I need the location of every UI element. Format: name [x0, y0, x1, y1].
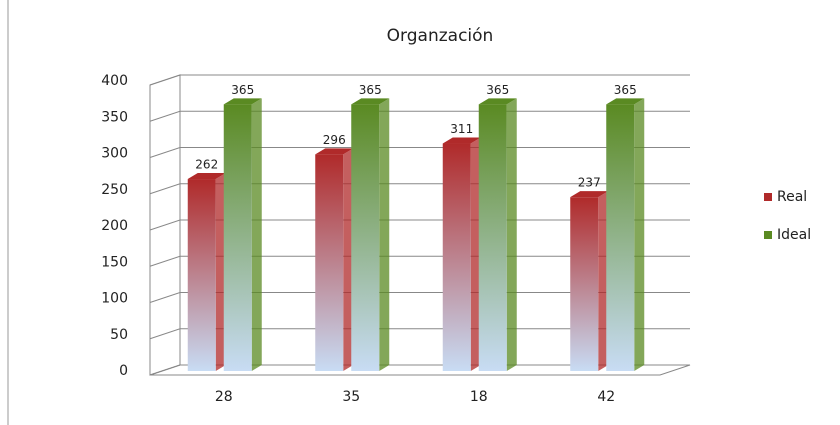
bar-side — [598, 191, 609, 371]
bar-side — [215, 173, 226, 371]
grid-line — [149, 255, 690, 267]
chart-title: Organzación — [387, 26, 494, 46]
data-label: 296 — [323, 133, 346, 147]
y-tick-label: 350 — [101, 109, 128, 125]
bar-top — [315, 148, 354, 155]
bar-top — [606, 98, 645, 105]
bar — [315, 154, 344, 371]
bar — [606, 104, 635, 371]
bar-side — [251, 98, 262, 371]
bar-top — [570, 191, 609, 198]
y-tick-label: 250 — [101, 182, 128, 198]
bar-top — [351, 98, 390, 105]
x-tick-label: 35 — [342, 389, 360, 405]
y-tick-label: 50 — [110, 327, 128, 343]
bar-side — [343, 148, 354, 371]
y-tick-label: 400 — [101, 73, 128, 89]
y-tick-label: 150 — [101, 254, 128, 270]
grid-line — [149, 110, 690, 122]
bar-top — [187, 173, 226, 180]
bar-side — [506, 98, 517, 371]
data-label: 365 — [231, 83, 254, 97]
bar-top — [442, 137, 481, 144]
data-label: 237 — [578, 176, 601, 190]
data-label: 262 — [195, 158, 218, 172]
bar — [351, 104, 380, 371]
bar — [223, 104, 252, 371]
bar-top — [223, 98, 262, 105]
data-label: 365 — [614, 83, 637, 97]
legend-swatch — [764, 231, 772, 239]
legend-label: Ideal — [777, 227, 811, 243]
legend-label: Real — [777, 189, 807, 205]
legend-swatch — [764, 193, 772, 201]
grid-line — [149, 183, 690, 195]
bar-side — [634, 98, 645, 371]
bar — [478, 104, 507, 371]
y-tick-label: 200 — [101, 218, 128, 234]
grid-line — [149, 364, 690, 376]
y-tick-label: 300 — [101, 146, 128, 162]
grid-line — [149, 328, 690, 340]
bar — [442, 143, 471, 371]
data-label: 311 — [450, 122, 473, 136]
data-label: 365 — [359, 83, 382, 97]
grid-line — [149, 219, 690, 231]
bar — [187, 179, 216, 371]
bar-side — [379, 98, 390, 371]
bar-side — [470, 137, 481, 371]
x-tick-label: 28 — [215, 389, 233, 405]
bar — [570, 197, 599, 371]
data-label: 365 — [486, 83, 509, 97]
bar-top — [478, 98, 517, 105]
y-tick-label: 0 — [119, 363, 128, 379]
x-tick-label: 42 — [597, 389, 615, 405]
grid-line — [149, 147, 690, 158]
grid-line — [149, 74, 690, 86]
x-tick-label: 18 — [470, 389, 488, 405]
grid-line — [149, 292, 690, 303]
y-tick-label: 100 — [101, 291, 128, 307]
